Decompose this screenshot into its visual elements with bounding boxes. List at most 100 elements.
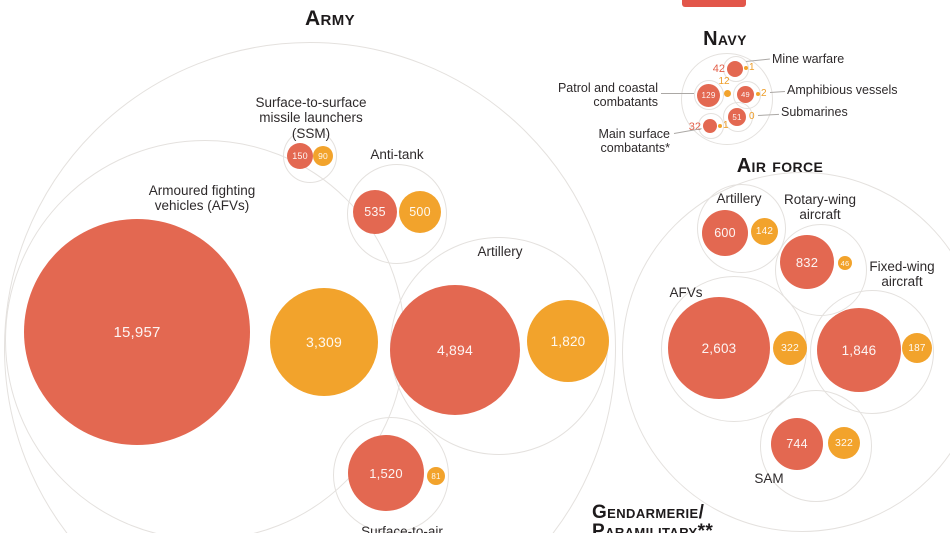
airforce-fixedwing-orange-bubble: 187 (902, 333, 932, 363)
navy-submarines-orange-value: 0 (749, 111, 755, 122)
navy-outer-circle (681, 53, 773, 145)
airforce-rotary-red-value: 832 (795, 254, 819, 270)
airforce-afv-label: AFVs (669, 285, 703, 300)
navy-main-surface-label-line2: combatants* (600, 140, 670, 155)
airforce-fixedwing-group-circle (810, 290, 934, 414)
navy-mine-red-bubble (727, 61, 743, 77)
airforce-sam-orange-value: 322 (834, 437, 854, 449)
navy-patrol-orange-dot (724, 90, 731, 97)
airforce-fixedwing-red-bubble: 1,846 (817, 308, 901, 392)
army-artillery-red-bubble: 4,894 (390, 285, 520, 415)
army-ssm-red-bubble: 150 (287, 143, 313, 169)
airforce-artillery-orange-value: 142 (755, 226, 774, 237)
airforce-artillery-red-bubble: 600 (702, 210, 748, 256)
navy-amphibious-orange-dot (756, 92, 760, 96)
army-afv-label-line1: Armoured fighting (148, 183, 256, 198)
navy-amphibious-orange-value: 2 (761, 88, 767, 99)
airforce-artillery-red-value: 600 (714, 226, 736, 240)
airforce-fixedwing-label: Fixed-wing aircraft (856, 259, 948, 290)
army-artillery-label: Artillery (477, 244, 523, 259)
navy-section-title: Navy (703, 28, 747, 50)
airforce-sam-orange-bubble: 322 (828, 427, 860, 459)
army-sam-red-bubble: 1,520 (348, 435, 424, 511)
airforce-afv-orange-bubble: 322 (773, 331, 807, 365)
army-artillery-orange-value: 1,820 (550, 333, 586, 349)
airforce-afv-orange-value: 322 (780, 342, 800, 354)
army-antitank-orange-value: 500 (409, 205, 431, 219)
army-sam-orange-value: 81 (431, 471, 441, 481)
airforce-rotary-orange-bubble: 46 (838, 256, 852, 270)
gendarmerie-title-line2: Paramilitary** (592, 521, 714, 533)
navy-main-surface-group-circle (698, 113, 724, 139)
army-antitank-label: Anti-tank (370, 147, 424, 162)
cropped-red-label-bar (682, 0, 746, 7)
navy-patrol-red-value: 129 (701, 91, 716, 100)
navy-mine-orange-dot (744, 66, 748, 70)
army-antitank-red-value: 535 (364, 205, 386, 219)
army-sam-orange-bubble: 81 (427, 467, 445, 485)
navy-mine-label: Mine warfare (772, 52, 845, 66)
army-artillery-red-value: 4,894 (436, 342, 474, 358)
airforce-fixedwing-red-value: 1,846 (841, 342, 877, 358)
navy-main-surface-red-value: 32 (688, 121, 701, 133)
army-ssm-orange-bubble: 90 (313, 146, 333, 166)
navy-amphibious-red-bubble: 49 (737, 86, 754, 103)
airforce-rotary-label-line2: aircraft (799, 207, 841, 223)
navy-submarines-label: Submarines (781, 105, 848, 119)
army-section-title: Army (304, 7, 356, 30)
airforce-sam-red-value: 744 (786, 437, 808, 451)
army-ssm-label-line1: Surface-to-surface (255, 95, 367, 110)
airforce-fixedwing-orange-value: 187 (908, 342, 926, 354)
navy-main-surface-label: Main surface combatants* (552, 127, 670, 156)
army-ssm-label-line2: missile launchers (SSM) (259, 110, 363, 141)
navy-patrol-orange-value: 12 (718, 76, 730, 87)
navy-mine-orange-value: 1 (749, 62, 755, 73)
navy-patrol-label: Patrol and coastal combatants (540, 81, 658, 110)
navy-main-surface-orange-dot (718, 124, 722, 128)
airforce-rotary-label: Rotary-wing aircraft (772, 192, 868, 223)
navy-main-surface-label-line1: Main surface (598, 127, 670, 141)
navy-amphibious-red-value: 49 (741, 90, 750, 99)
army-afv-red-bubble: 15,957 (24, 219, 250, 445)
army-ssm-orange-value: 90 (318, 151, 328, 161)
airforce-artillery-orange-bubble: 142 (751, 218, 778, 245)
navy-patrol-leader-line (661, 93, 694, 94)
army-ssm-red-value: 150 (292, 151, 308, 161)
airforce-fixedwing-label-line1: Fixed-wing (869, 259, 935, 274)
navy-submarines-group-circle (723, 102, 753, 132)
airforce-afv-red-bubble: 2,603 (668, 297, 770, 399)
army-afv-label-line2: vehicles (AFVs) (154, 198, 250, 214)
navy-main-surface-orange-value: 1 (723, 120, 729, 131)
airforce-section-title: Air force (736, 155, 824, 177)
army-antitank-red-bubble: 535 (353, 190, 397, 234)
navy-patrol-red-bubble: 129 (697, 84, 720, 107)
army-sam-red-value: 1,520 (369, 465, 403, 481)
navy-patrol-label-line1: Patrol and coastal (557, 81, 658, 95)
army-ssm-group-circle (283, 129, 337, 183)
navy-patrol-label-line2: combatants (593, 94, 658, 109)
airforce-fixedwing-label-line2: aircraft (881, 274, 923, 290)
army-antitank-group-circle (347, 164, 447, 264)
army-antitank-orange-bubble: 500 (399, 191, 441, 233)
airforce-rotary-red-bubble: 832 (780, 235, 834, 289)
airforce-afv-red-value: 2,603 (701, 340, 737, 356)
navy-amphibious-label: Amphibious vessels (787, 83, 898, 97)
navy-patrol-group-circle (694, 80, 724, 110)
airforce-rotary-label-line1: Rotary-wing (783, 192, 857, 207)
army-artillery-orange-bubble: 1,820 (527, 300, 609, 382)
army-afv-orange-value: 3,309 (305, 334, 343, 350)
navy-main-surface-red-bubble (703, 119, 717, 133)
army-ssm-label: Surface-to-surface missile launchers (SS… (245, 95, 377, 141)
navy-submarines-red-value: 51 (732, 112, 742, 122)
gendarmerie-section-title: Gendarmerie/ Paramilitary** (592, 503, 713, 533)
navy-submarines-red-bubble: 51 (728, 108, 746, 126)
airforce-rotary-orange-value: 46 (840, 258, 850, 268)
navy-mine-red-value: 42 (712, 63, 725, 75)
army-afv-orange-bubble: 3,309 (270, 288, 378, 396)
airforce-artillery-label: Artillery (716, 191, 762, 206)
airforce-sam-label: SAM (754, 471, 784, 486)
army-afv-label: Armoured fighting vehicles (AFVs) (128, 183, 276, 214)
army-sam-label-cropped: Surface-to-air (361, 524, 443, 533)
army-afv-red-value: 15,957 (113, 323, 161, 341)
